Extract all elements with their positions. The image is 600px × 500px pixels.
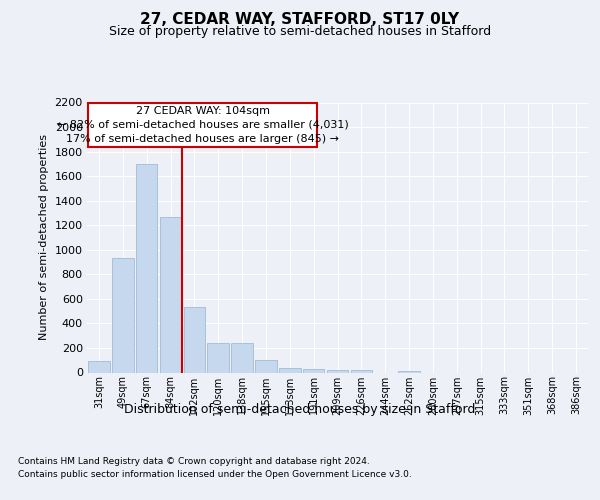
Text: Distribution of semi-detached houses by size in Stafford: Distribution of semi-detached houses by … (124, 402, 476, 415)
FancyBboxPatch shape (88, 102, 317, 146)
Bar (279, 368, 301, 372)
Bar (232, 343, 253, 372)
Bar (88, 362, 110, 372)
Bar (112, 258, 134, 372)
Text: Contains HM Land Registry data © Crown copyright and database right 2024.: Contains HM Land Registry data © Crown c… (18, 458, 370, 466)
Y-axis label: Number of semi-detached properties: Number of semi-detached properties (39, 134, 49, 340)
Text: 27, CEDAR WAY, STAFFORD, ST17 0LY: 27, CEDAR WAY, STAFFORD, ST17 0LY (140, 12, 460, 28)
Bar (327, 370, 348, 372)
Bar (160, 216, 181, 372)
Bar (303, 370, 325, 372)
Text: 27 CEDAR WAY: 104sqm
← 82% of semi-detached houses are smaller (4,031)
17% of se: 27 CEDAR WAY: 104sqm ← 82% of semi-detac… (57, 106, 349, 144)
Bar (255, 360, 277, 372)
Bar (350, 370, 372, 372)
Bar (136, 164, 157, 372)
Bar (208, 343, 229, 372)
Text: Size of property relative to semi-detached houses in Stafford: Size of property relative to semi-detach… (109, 25, 491, 38)
Bar (184, 308, 205, 372)
Text: Contains public sector information licensed under the Open Government Licence v3: Contains public sector information licen… (18, 470, 412, 479)
